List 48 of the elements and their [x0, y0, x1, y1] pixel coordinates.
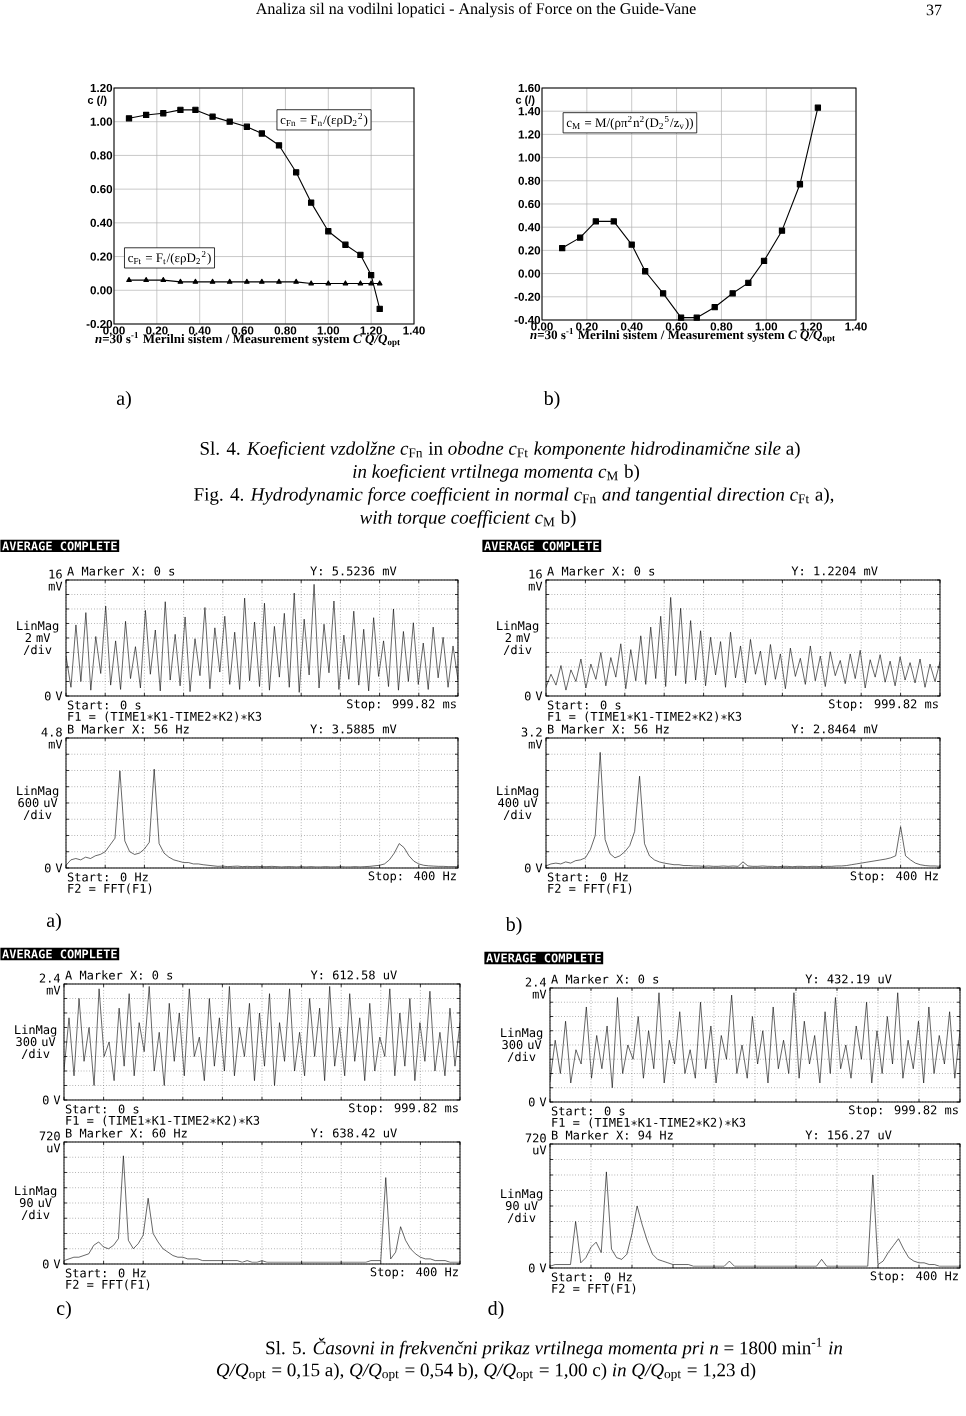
- text: b): [505, 916, 522, 936]
- point: [628, 241, 635, 248]
- point: [226, 118, 233, 125]
- point: [243, 123, 251, 130]
- point: [209, 113, 216, 120]
- point: [357, 251, 364, 259]
- text: 37: [926, 4, 942, 16]
- point: [760, 257, 768, 264]
- point: [576, 234, 584, 241]
- point: [258, 130, 265, 137]
- point: [778, 227, 786, 234]
- caption: Fig. 4. Hydrodynamic force coefficient in normal c$_{Fn}$ and tangential direction c$_{Ft}$ a),: [194, 487, 834, 505]
- point: [642, 268, 649, 275]
- text: Analiza sil na vodilni lopatici - Analysis of Force on the Guide-Vane: [255, 2, 696, 18]
- line-series: [66, 584, 458, 693]
- point: [693, 314, 700, 321]
- point: [711, 304, 718, 311]
- point: [192, 106, 199, 114]
- text: with torque coefficient c$_{M}$ b): [360, 510, 576, 528]
- point: [160, 110, 167, 117]
- point: [677, 314, 685, 321]
- point: [610, 218, 617, 225]
- point: [814, 104, 822, 111]
- point: [293, 169, 300, 176]
- text: Sl. 5. Časovni in frekvenčni prikaz vrtilnega momenta pri n = 1800 min$^{-1}$ in: [266, 1337, 843, 1359]
- point: [368, 271, 375, 279]
- point: [559, 244, 566, 252]
- point: [177, 106, 184, 114]
- point: [325, 228, 332, 235]
- text: a): [116, 390, 131, 410]
- text: in koeficient vrtilnega momenta c$_{M}$ b): [353, 464, 640, 482]
- text: a): [46, 912, 61, 932]
- point: [659, 290, 667, 297]
- point: [342, 241, 349, 248]
- point: [376, 305, 383, 312]
- point: [125, 115, 133, 122]
- text: b): [543, 390, 560, 410]
- point: [729, 290, 736, 297]
- text: Q/Q$_{opt}$ = 0,15 a), Q/Q$_{opt}$ = 0,54 b), Q/Q$_{opt}$ = 1,00 c) in Q/Q$_{opt}$ = 1,23 d): [216, 1362, 756, 1381]
- text: d): [488, 1300, 504, 1320]
- point: [275, 142, 283, 149]
- point: [796, 181, 804, 188]
- point: [307, 199, 315, 206]
- point: [592, 218, 599, 225]
- point: [745, 279, 752, 287]
- text: c): [56, 1300, 71, 1320]
- point: [142, 111, 150, 119]
- text: Sl. 4. Koeficient vzdolžne c$_{Fn}$ in obodne c$_{Ft}$ komponente hidrodinamične sile a): [200, 441, 800, 459]
